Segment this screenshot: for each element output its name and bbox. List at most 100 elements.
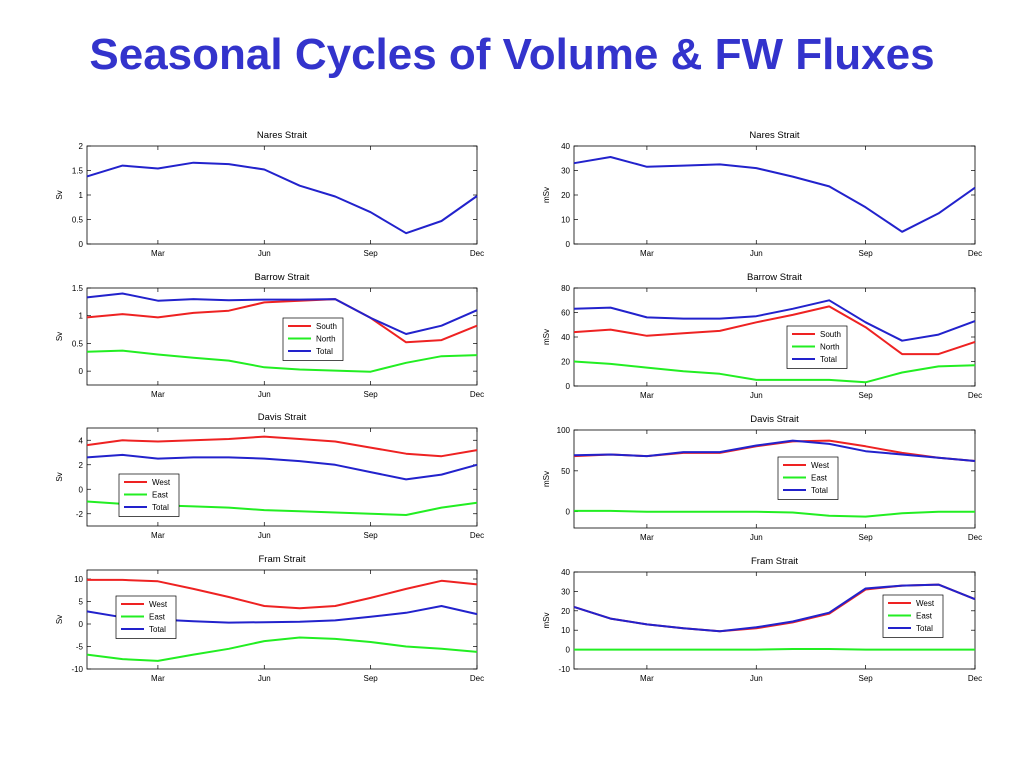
- x-tick-label: Dec: [968, 391, 982, 400]
- chart-title: Fram Strait: [751, 556, 798, 567]
- series-line-west: [86, 435, 478, 458]
- series-line-total: [86, 292, 478, 335]
- series-line-blue: [86, 161, 478, 235]
- y-tick-label: 20: [561, 358, 570, 367]
- y-axis-label: mSv: [542, 329, 551, 345]
- x-tick-label: Mar: [151, 390, 165, 399]
- legend-entry: West: [152, 478, 171, 487]
- x-tick-label: Jun: [258, 390, 271, 399]
- y-tick-label: 0: [79, 485, 84, 494]
- series-line-south: [86, 298, 478, 344]
- y-tick-label: -10: [558, 665, 570, 674]
- legend-entry: West: [916, 599, 935, 608]
- x-tick-label: Sep: [859, 249, 874, 258]
- x-tick-label: Dec: [968, 674, 982, 683]
- y-axis-label: mSv: [542, 471, 551, 487]
- y-tick-label: 1: [79, 191, 84, 200]
- chart-panel: Barrow Strait Sv 0 0.5 1 1.5 Mar Jun Sep Dec South…: [55, 272, 484, 399]
- legend-entry: Total: [152, 503, 169, 512]
- y-tick-label: 80: [561, 284, 570, 293]
- y-tick-label: 0.5: [72, 216, 84, 225]
- series-line-blue: [573, 156, 976, 233]
- series-line-total: [573, 299, 976, 342]
- chart-title: Nares Strait: [749, 130, 800, 141]
- x-tick-label: Jun: [750, 391, 763, 400]
- x-tick-label: Sep: [859, 391, 874, 400]
- series-line-total: [86, 453, 478, 481]
- x-tick-label: Sep: [364, 674, 379, 683]
- legend-entry: Total: [149, 625, 166, 634]
- legend-entry: North: [820, 343, 840, 352]
- x-tick-label: Sep: [859, 533, 874, 542]
- x-tick-label: Jun: [258, 249, 271, 258]
- y-tick-label: 0: [566, 646, 571, 655]
- series-line-south: [573, 305, 976, 356]
- y-tick-label: 30: [561, 167, 570, 176]
- y-tick-label: 0: [566, 508, 571, 517]
- legend-entry: Total: [820, 355, 837, 364]
- x-tick-label: Dec: [968, 533, 982, 542]
- y-axis-label: Sv: [55, 190, 64, 199]
- y-tick-label: 1.5: [72, 167, 84, 176]
- y-tick-label: 2: [79, 461, 84, 470]
- y-tick-label: 0: [79, 367, 84, 376]
- legend-entry: Total: [811, 486, 828, 495]
- series-line-west: [87, 578, 478, 610]
- y-tick-label: 1: [79, 312, 84, 321]
- legend-entry: Total: [316, 347, 333, 356]
- legend-entry: Total: [916, 624, 933, 633]
- y-tick-label: 10: [561, 216, 570, 225]
- chart-panel: Nares Strait mSv 0 10 20 30 40 Mar Jun Sep Dec: [542, 130, 982, 258]
- y-tick-label: 0: [79, 620, 84, 629]
- x-tick-label: Mar: [640, 674, 654, 683]
- x-tick-label: Mar: [151, 531, 165, 540]
- legend-entry: West: [811, 461, 830, 470]
- y-tick-label: -5: [76, 643, 84, 652]
- chart-panel: Davis Strait mSv 0 50 100 Mar Jun Sep Dec West Eas…: [542, 414, 982, 542]
- legend-entry: South: [820, 330, 841, 339]
- y-tick-label: 4: [79, 436, 84, 445]
- y-axis-label: mSv: [542, 613, 551, 629]
- y-tick-label: 0: [566, 382, 571, 391]
- slide-title: Seasonal Cycles of Volume & FW Fluxes: [89, 30, 935, 79]
- x-tick-label: Dec: [470, 674, 484, 683]
- plot-frame: [573, 287, 976, 387]
- chart-panel: Davis Strait Sv -2 0 2 4 Mar Jun Sep Dec West East T…: [55, 412, 484, 540]
- y-tick-label: 10: [561, 626, 570, 635]
- y-tick-label: 2: [79, 142, 84, 151]
- chart-panel: Fram Strait Sv -10 -5 0 5 10 Mar Jun Sep Dec West Ea…: [55, 554, 484, 683]
- legend-entry: East: [916, 612, 933, 621]
- legend: South North Total: [282, 317, 344, 361]
- plot-frame: [86, 145, 478, 245]
- x-tick-label: Mar: [640, 391, 654, 400]
- y-tick-label: 40: [561, 333, 570, 342]
- y-axis-label: mSv: [542, 187, 551, 203]
- chart-title: Nares Strait: [257, 130, 308, 141]
- x-tick-label: Sep: [364, 249, 379, 258]
- series-line-north: [573, 360, 976, 384]
- x-tick-label: Sep: [364, 531, 379, 540]
- x-tick-label: Mar: [151, 674, 165, 683]
- plot-frame: [573, 145, 976, 245]
- y-tick-label: 1.5: [72, 284, 84, 293]
- legend: West East Total: [118, 473, 180, 517]
- y-tick-label: 40: [561, 568, 570, 577]
- legend: West East Total: [882, 594, 944, 638]
- legend-entry: East: [152, 491, 169, 500]
- chart-panel: Fram Strait mSv -10 0 10 20 30 40 Mar Jun Sep Dec We…: [542, 556, 982, 683]
- series-line-north: [86, 349, 478, 373]
- y-tick-label: 60: [561, 309, 570, 318]
- y-axis-label: Sv: [55, 615, 64, 624]
- series-line-east: [86, 636, 478, 662]
- y-axis-label: Sv: [55, 332, 64, 341]
- y-tick-label: 40: [561, 142, 570, 151]
- y-tick-label: 0.5: [72, 339, 84, 348]
- y-tick-label: 20: [561, 607, 570, 616]
- legend-entry: North: [316, 335, 336, 344]
- y-axis-label: Sv: [55, 472, 64, 481]
- x-tick-label: Jun: [750, 674, 763, 683]
- legend-entry: West: [149, 600, 168, 609]
- x-tick-label: Dec: [470, 390, 484, 399]
- x-tick-label: Sep: [859, 674, 874, 683]
- x-tick-label: Mar: [151, 249, 165, 258]
